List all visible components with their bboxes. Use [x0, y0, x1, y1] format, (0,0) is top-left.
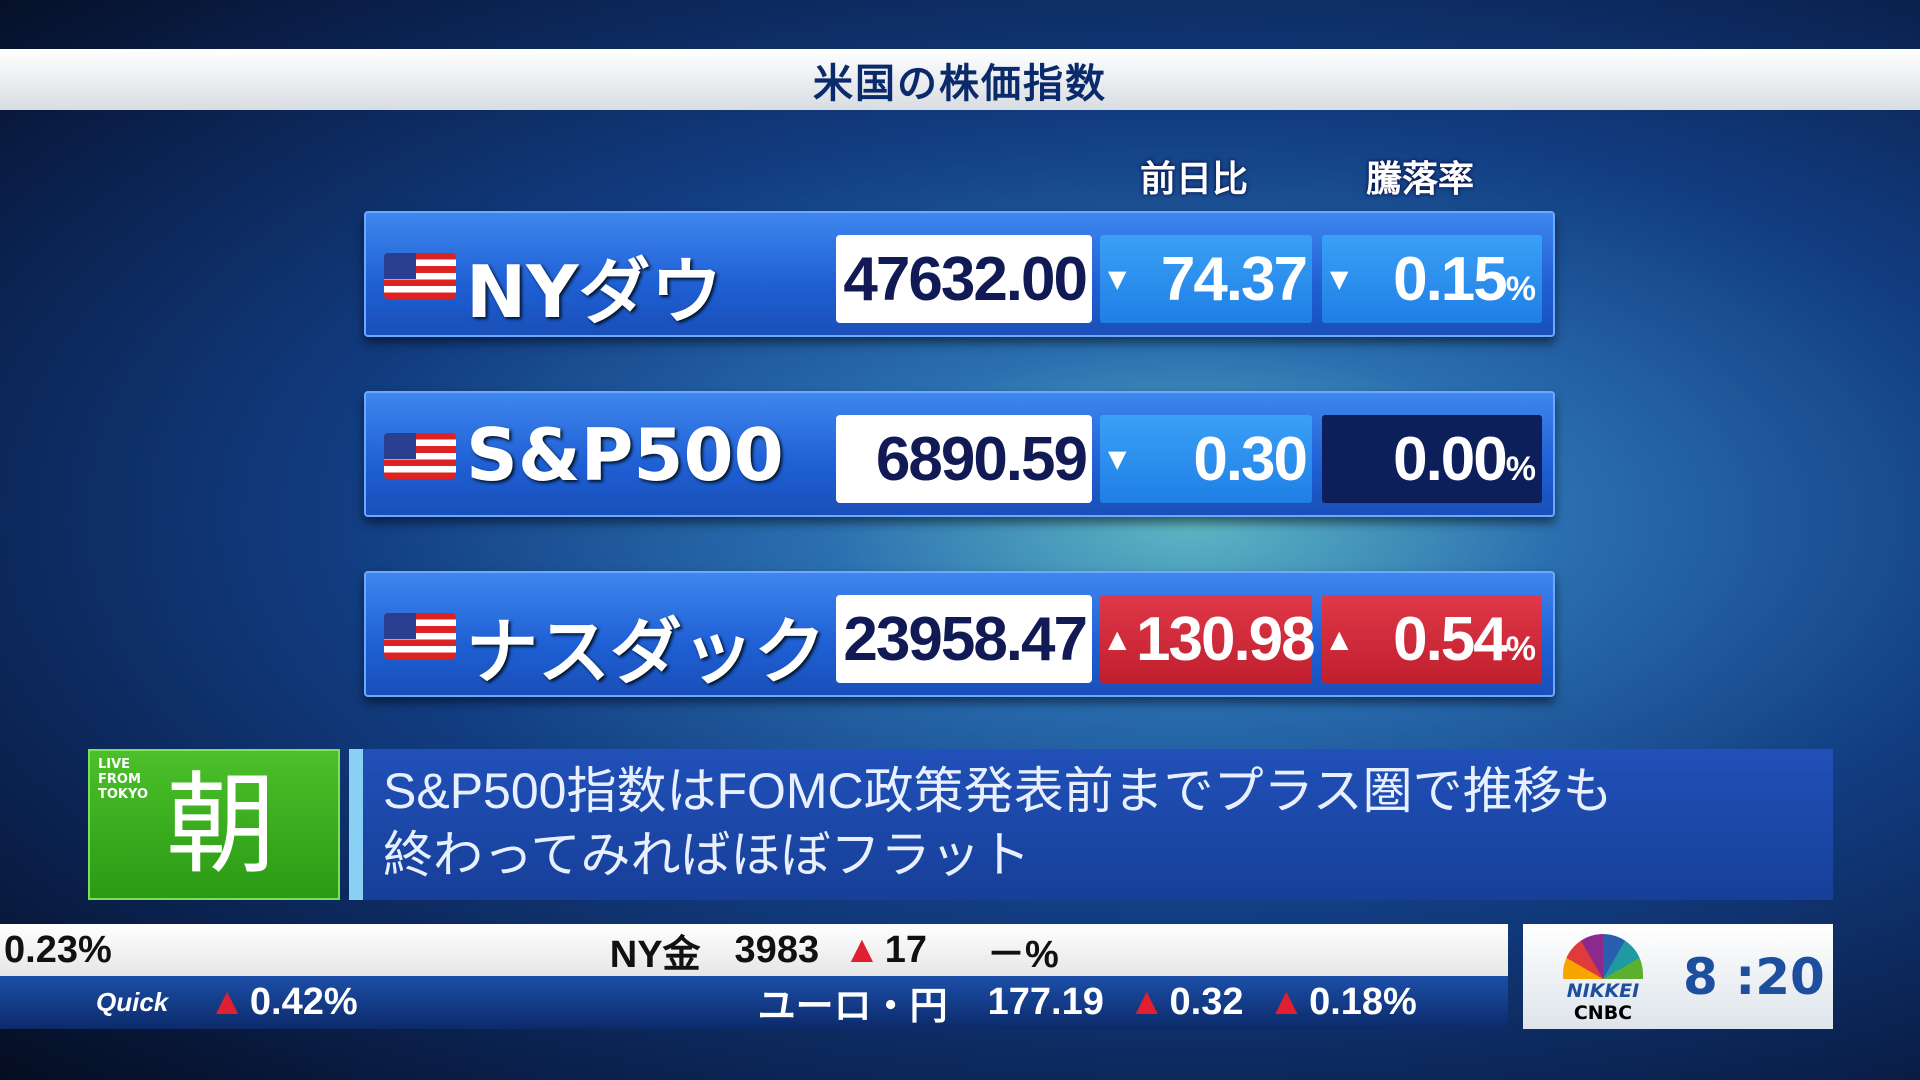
down-arrow-icon: ▼ — [1108, 445, 1127, 473]
index-name: S&P500 — [466, 413, 784, 497]
down-arrow-icon: ▼ — [1108, 265, 1127, 293]
index-value-box: 47632.00 — [836, 235, 1092, 323]
index-row: ナスダック 23958.47 ▲ 130.98 ▲ 0.54% — [364, 571, 1555, 697]
channel-logo-box: NIKKEI CNBC 8 :20 — [1523, 924, 1833, 1029]
index-row: S&P500 6890.59 ▼ 0.30 0.00% — [364, 391, 1555, 517]
change-box: ▼ 74.37 — [1100, 235, 1312, 323]
up-arrow-icon: ▲ — [843, 928, 881, 971]
index-value: 23958.47 — [843, 604, 1088, 674]
headline-line-1: S&P500指数はFOMC政策発表前までプラス圏で推移も — [383, 763, 1613, 819]
change-box: ▲ 130.98 — [1100, 595, 1316, 683]
ticker-rate: 0.18% — [1309, 981, 1417, 1023]
ticker-item: NY金 — [609, 933, 701, 976]
percent-unit: % — [1505, 449, 1536, 488]
logo-text: NIKKEI CNBC — [1566, 980, 1640, 1024]
headline-line-2: 終わってみればほぼフラット — [383, 827, 1031, 883]
clock: 8 :20 — [1683, 948, 1825, 1006]
up-arrow-icon: ▲ — [1267, 981, 1306, 1023]
rate-value: 0.54 — [1393, 604, 1508, 674]
ticker-rate-1: 0.42% — [249, 981, 358, 1023]
change-value: 130.98 — [1136, 604, 1316, 674]
rate-value: 0.00 — [1393, 424, 1508, 494]
program-badge: LIVE FROM TOKYO 朝 — [88, 749, 340, 900]
index-value: 47632.00 — [843, 244, 1088, 314]
change-value: 74.37 — [1160, 244, 1308, 314]
peacock-logo-icon — [1563, 934, 1643, 979]
us-flag-icon — [384, 253, 456, 299]
ticker-value: 177.19 — [987, 981, 1104, 1023]
ticker-bottom: Quick ▲ 0.42% ユーロ・円 177.19 ▲ 0.32 ▲ 0.18… — [0, 976, 1508, 1029]
us-flag-icon — [384, 613, 456, 659]
program-kanji: 朝 — [166, 761, 276, 889]
up-arrow-icon: ▲ — [1108, 625, 1127, 653]
percent-unit: % — [1505, 629, 1536, 668]
up-arrow-icon: ▲ — [1330, 625, 1349, 653]
change-box: ▼ 0.30 — [1100, 415, 1312, 503]
rate-box: ▼ 0.15% — [1322, 235, 1542, 323]
rate-value: 0.15 — [1393, 244, 1508, 314]
index-name: NYダウ — [466, 250, 723, 334]
ticker-value: 3983 — [734, 928, 820, 971]
rate-box: 0.00% — [1322, 415, 1542, 503]
ticker-left-rate: 0.23% — [4, 928, 112, 971]
page-title: 米国の株価指数 — [813, 60, 1107, 107]
change-value: 0.30 — [1193, 424, 1308, 494]
percent-unit: % — [1505, 269, 1536, 308]
up-arrow-icon: ▲ — [208, 981, 246, 1023]
header-change: 前日比 — [1140, 159, 1249, 200]
header-rate: 騰落率 — [1366, 159, 1475, 200]
index-row: NYダウ 47632.00 ▼ 74.37 ▼ 0.15% — [364, 211, 1555, 337]
index-value-box: 23958.47 — [836, 595, 1092, 683]
index-value-box: 6890.59 — [836, 415, 1092, 503]
index-value: 6890.59 — [875, 424, 1088, 494]
ticker-rate: －% — [987, 933, 1059, 976]
ticker-change: 0.32 — [1169, 981, 1244, 1023]
ticker-item: ユーロ・円 — [757, 986, 948, 1028]
title-bar: 米国の株価指数 — [0, 49, 1920, 110]
down-arrow-icon: ▼ — [1330, 265, 1349, 293]
headline-caption: S&P500指数はFOMC政策発表前までプラス圏で推移も 終わってみればほぼフラ… — [349, 749, 1833, 900]
us-flag-icon — [384, 433, 456, 479]
ticker-change: 17 — [884, 928, 927, 971]
index-name: ナスダック — [466, 610, 827, 694]
ticker-top: 0.23% NY金 3983 ▲ 17 －% — [0, 924, 1508, 976]
live-from-tokyo-label: LIVE FROM TOKYO — [98, 757, 148, 802]
quick-logo: Quick — [96, 987, 169, 1017]
rate-box: ▲ 0.54% — [1322, 595, 1542, 683]
up-arrow-icon: ▲ — [1127, 981, 1166, 1023]
